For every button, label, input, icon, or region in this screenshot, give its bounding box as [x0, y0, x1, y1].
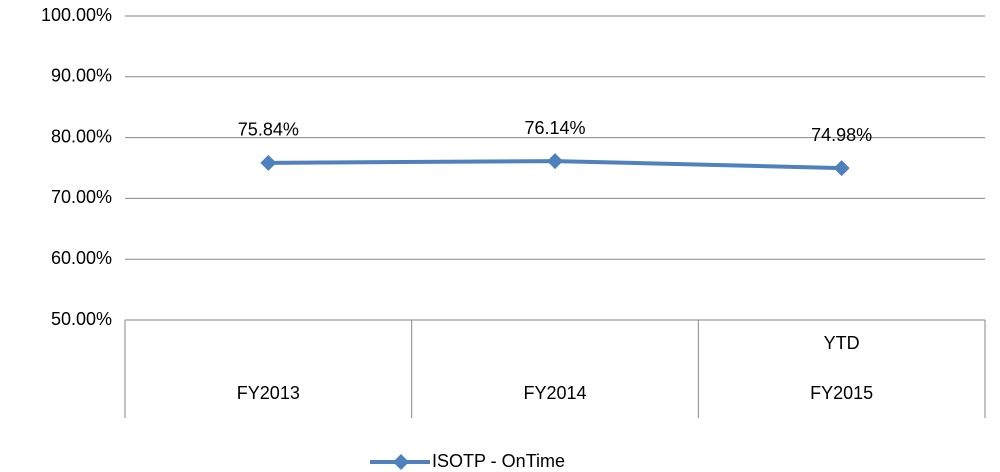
legend-marker [393, 454, 409, 470]
x-tick-label: FY2013 [236, 383, 300, 403]
y-tick-label: 70.00% [51, 187, 112, 207]
y-tick-label: 50.00% [51, 309, 112, 329]
y-tick-label: 80.00% [51, 126, 112, 146]
marker [833, 160, 850, 177]
x-tick-label: FY2014 [523, 383, 587, 403]
y-tick-label: 90.00% [51, 66, 112, 86]
legend-label: ISOTP - OnTime [432, 451, 565, 471]
y-tick-label: 100.00% [41, 5, 112, 25]
data-label: 74.98% [811, 125, 872, 145]
y-tick-label: 60.00% [51, 248, 112, 268]
x-tick-label: YTD FY2015 [810, 333, 874, 403]
marker [547, 153, 563, 170]
data-label: 75.84% [238, 120, 299, 140]
marker [260, 154, 277, 171]
data-label: 76.14% [524, 118, 585, 138]
